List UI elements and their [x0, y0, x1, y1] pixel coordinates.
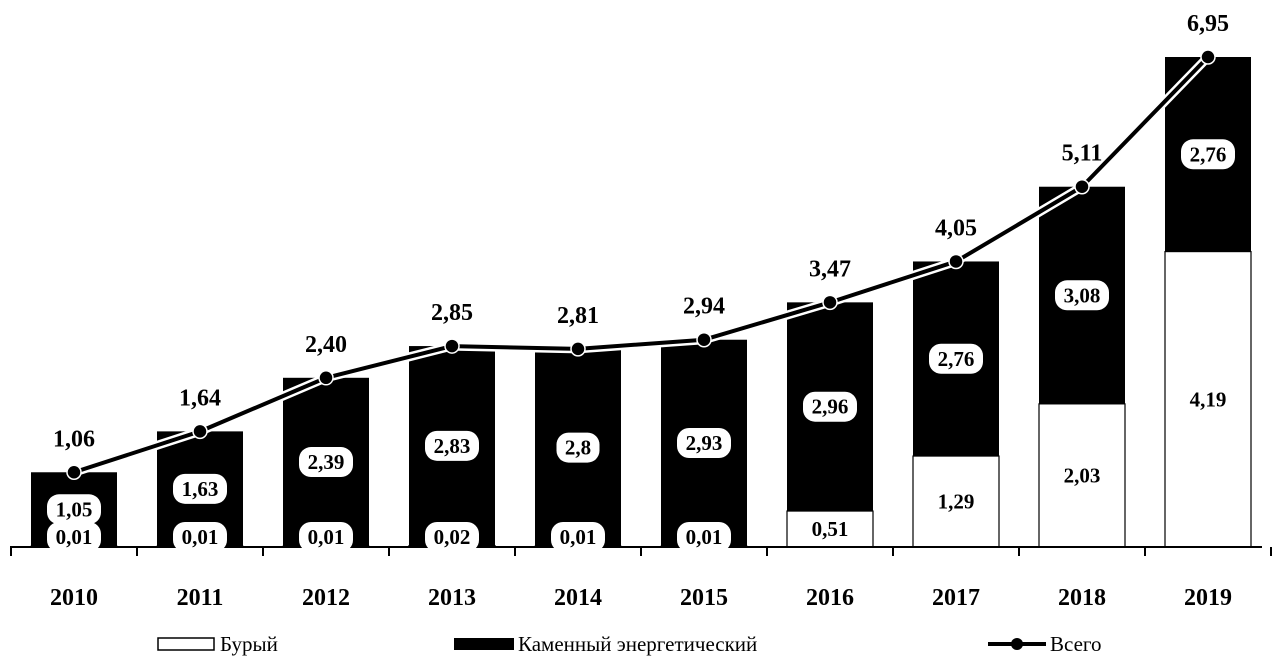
total-label-2011: 1,64 — [179, 385, 221, 411]
label-bg-brown-2012 — [299, 522, 353, 552]
label-brown-2010: 0,01 — [56, 525, 93, 549]
label-bg-brown-2014 — [551, 522, 605, 552]
x-label-2018: 2018 — [1058, 585, 1106, 611]
label-hard-2013: 2,83 — [434, 434, 471, 458]
label-hard-2019: 2,76 — [1190, 142, 1227, 166]
legend: Бурый Каменный энергетический Всего — [157, 632, 1102, 656]
x-label-2017: 2017 — [932, 585, 980, 611]
label-brown-2011: 0,01 — [182, 525, 219, 549]
label-hard-2011: 1,63 — [182, 477, 219, 501]
total-point-2015 — [696, 331, 712, 348]
total-label-2010: 1,06 — [53, 426, 95, 452]
x-label-2013: 2013 — [428, 585, 476, 611]
label-bg-brown-2019 — [1181, 384, 1235, 415]
label-hard-2018: 3,08 — [1064, 283, 1101, 307]
total-label-2014: 2,81 — [557, 303, 599, 329]
total-labels: 1,06 1,64 2,40 2,85 2,81 2,94 3,47 4,05 5,11 6,95 — [53, 11, 1229, 452]
label-bg-hard-2016 — [803, 391, 857, 422]
label-hard-2015: 2,93 — [686, 431, 723, 455]
x-label-2015: 2015 — [680, 585, 728, 611]
total-point-2019 — [1200, 49, 1216, 65]
total-line-layer — [66, 49, 1216, 481]
total-point-2012 — [318, 370, 334, 386]
label-brown-2019: 4,19 — [1190, 387, 1227, 411]
label-bg-brown-2015 — [677, 522, 731, 552]
label-bg-hard-2010 — [47, 494, 101, 525]
x-label-2011: 2011 — [177, 585, 224, 611]
total-line — [73, 55, 1210, 475]
total-label-2018: 5,11 — [1062, 141, 1103, 167]
label-brown-2015: 0,01 — [686, 525, 723, 549]
legend-label-brown: Бурый — [220, 632, 278, 656]
label-hard-2017: 2,76 — [938, 347, 975, 371]
total-point-2018 — [1074, 178, 1090, 195]
total-point-2014 — [570, 341, 586, 357]
label-bg-hard-2013 — [425, 430, 479, 461]
label-bg-brown-2011 — [173, 522, 227, 552]
label-hard-2014: 2,8 — [565, 436, 591, 460]
total-label-2015: 2,94 — [683, 294, 725, 320]
total-label-2019: 6,95 — [1187, 11, 1229, 37]
total-point-2011 — [192, 423, 208, 440]
segment-labels: 1,05 0,01 1,63 0,01 2,39 0,01 2,83 0,02 2,8 0,01 2… — [47, 139, 1235, 552]
total-point-2013 — [444, 338, 460, 354]
label-brown-2017: 1,29 — [938, 490, 975, 514]
total-label-2012: 2,40 — [305, 332, 347, 358]
label-bg-hard-2014 — [556, 432, 600, 463]
total-label-2013: 2,85 — [431, 300, 473, 326]
label-brown-2014: 0,01 — [560, 525, 597, 549]
total-point-2010 — [66, 464, 82, 481]
total-line-halo — [72, 53, 1212, 477]
x-label-2010: 2010 — [50, 585, 98, 611]
label-bg-hard-2011 — [173, 473, 227, 504]
label-bg-hard-2012 — [299, 447, 353, 478]
total-point-2017 — [948, 253, 964, 270]
x-label-2016: 2016 — [806, 585, 854, 611]
label-hard-2016: 2,96 — [812, 395, 849, 419]
label-bg-hard-2019 — [1181, 139, 1235, 170]
x-label-2012: 2012 — [302, 585, 350, 611]
label-bg-brown-2017 — [929, 486, 983, 517]
x-label-2014: 2014 — [554, 585, 602, 611]
legend-label-hard: Каменный энергетический — [518, 632, 757, 656]
label-bg-brown-2016 — [803, 514, 857, 545]
label-brown-2018: 2,03 — [1064, 463, 1101, 487]
x-axis-ticks — [10, 547, 1272, 556]
label-bg-hard-2017 — [929, 343, 983, 374]
label-bg-hard-2018 — [1055, 280, 1109, 311]
label-hard-2010: 1,05 — [56, 497, 93, 521]
legend-swatch-total-marker — [1011, 638, 1023, 650]
label-hard-2012: 2,39 — [308, 450, 345, 474]
x-axis-labels: 2010 2011 2012 2013 2014 2015 2016 2017 2018 2019 — [50, 585, 1232, 611]
label-bg-brown-2018 — [1055, 460, 1109, 491]
legend-swatch-brown — [157, 637, 215, 651]
total-point-2016 — [822, 294, 838, 311]
label-brown-2013: 0,02 — [434, 525, 471, 549]
x-label-2019: 2019 — [1184, 585, 1232, 611]
legend-label-total: Всего — [1050, 632, 1102, 656]
label-bg-hard-2015 — [677, 428, 731, 459]
total-label-2017: 4,05 — [935, 215, 977, 241]
label-brown-2012: 0,01 — [308, 525, 345, 549]
legend-swatch-hard — [454, 638, 514, 650]
label-bg-brown-2010 — [47, 522, 101, 552]
label-bg-brown-2013 — [425, 522, 479, 552]
total-label-2016: 3,47 — [809, 256, 851, 282]
label-brown-2016: 0,51 — [812, 517, 849, 541]
